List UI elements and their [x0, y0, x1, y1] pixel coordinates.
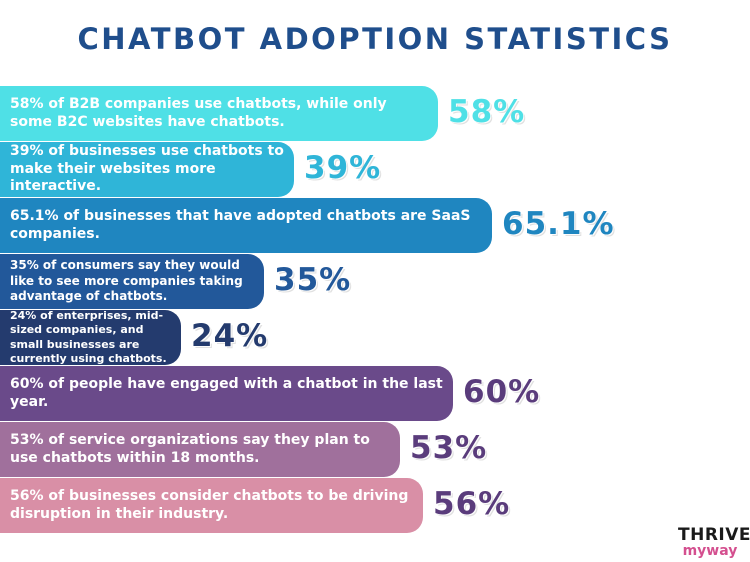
bar-1-label: 58% of B2B companies use chatbots, while… — [10, 95, 387, 130]
bar-5-value-label: 24% — [191, 318, 269, 354]
bar-3-label: 65.1% of businesses that have adopted ch… — [10, 207, 471, 242]
bar-2-value-label: 39% — [304, 150, 382, 186]
bar-7-value-label: 53% — [410, 430, 488, 466]
bar-3-value-label: 65.1% — [502, 206, 615, 242]
bar-4-label: 35% of consumers say they would like to … — [10, 258, 243, 304]
bar-5: 24% of enterprises, mid-sized companies,… — [0, 309, 181, 365]
bar-5-label: 24% of enterprises, mid-sized companies,… — [10, 309, 167, 365]
bar-6: 60% of people have engaged with a chatbo… — [0, 366, 453, 421]
logo-word-top: THRIVE — [678, 525, 750, 545]
bar-1: 58% of B2B companies use chatbots, while… — [0, 86, 438, 141]
bar-4-value-label: 35% — [274, 262, 352, 298]
bar-2: 39% of businesses use chatbots to make t… — [0, 142, 294, 197]
bar-8: 56% of businesses consider chatbots to b… — [0, 478, 423, 533]
bar-3: 65.1% of businesses that have adopted ch… — [0, 198, 492, 253]
bar-1-value-label: 58% — [448, 94, 526, 130]
bar-7-label: 53% of service organizations say they pl… — [10, 431, 370, 466]
bar-4: 35% of consumers say they would like to … — [0, 254, 264, 309]
chart-title: CHATBOT ADOPTION STATISTICS — [77, 22, 673, 56]
bar-6-value-label: 60% — [463, 374, 541, 410]
bar-8-value-label: 56% — [433, 486, 511, 522]
bar-7: 53% of service organizations say they pl… — [0, 422, 400, 477]
logo-word-bottom: myway — [682, 543, 738, 559]
thrive-myway-logo: THRIVE myway — [678, 525, 750, 559]
bar-2-label: 39% of businesses use chatbots to make t… — [10, 142, 284, 195]
bar-8-label: 56% of businesses consider chatbots to b… — [10, 487, 409, 522]
bar-6-label: 60% of people have engaged with a chatbo… — [10, 375, 443, 410]
